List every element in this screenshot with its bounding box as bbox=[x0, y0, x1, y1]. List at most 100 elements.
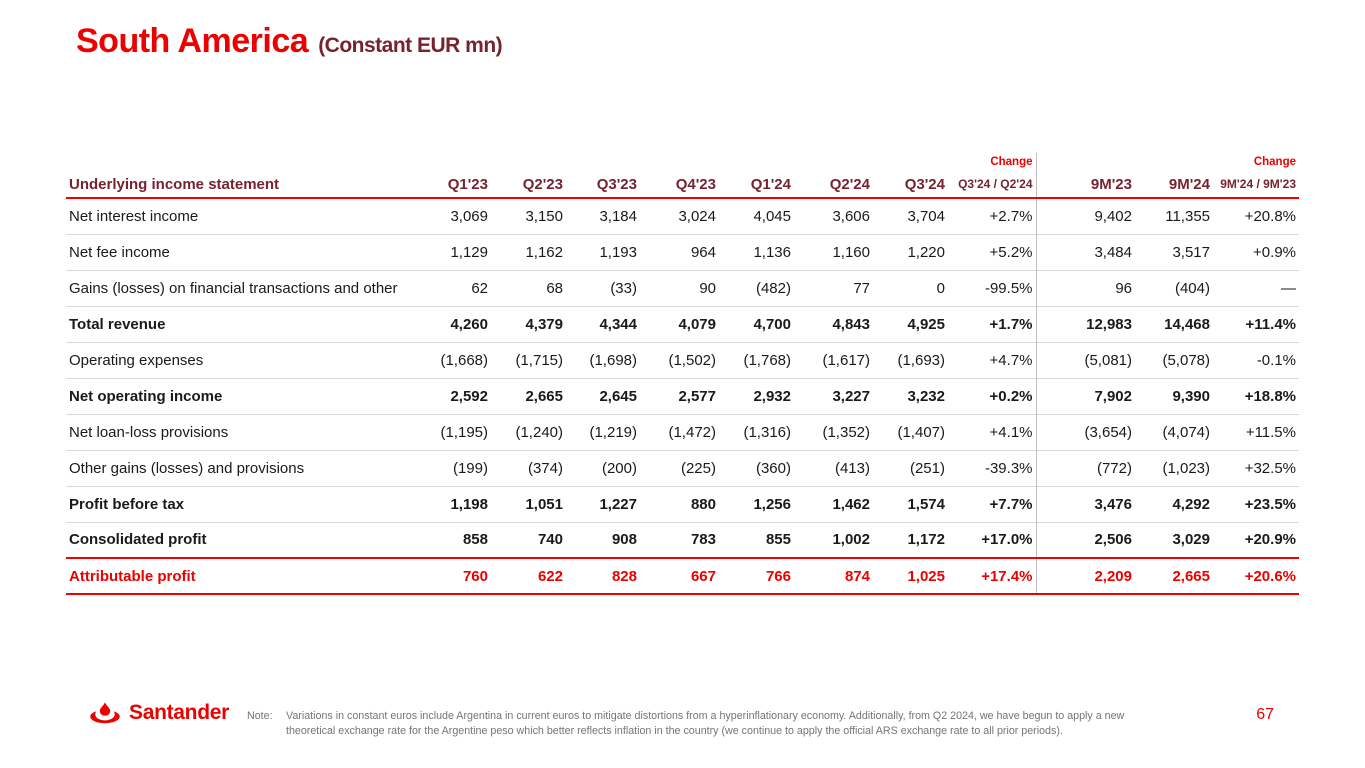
table-row: Consolidated profit 858 740 908 783 855 1,002 1… bbox=[66, 521, 1299, 558]
cell-value: 3,029 bbox=[1135, 521, 1213, 558]
column-header-quarter: Q3'24 bbox=[873, 171, 948, 199]
cell-value: 1,160 bbox=[794, 233, 873, 270]
cell-value: (200) bbox=[566, 449, 640, 486]
cell-value: 1,574 bbox=[873, 485, 948, 522]
column-header-quarter: Q3'23 bbox=[566, 171, 640, 199]
cell-value: +11.5% bbox=[1213, 413, 1299, 450]
cell-value: +0.9% bbox=[1213, 233, 1299, 270]
income-rows: Net interest income 3,069 3,150 3,184 3,024 4… bbox=[66, 198, 1299, 595]
cell-value: 1,051 bbox=[491, 485, 566, 522]
cell-value: (1,472) bbox=[640, 413, 719, 450]
cell-value: 4,260 bbox=[412, 305, 491, 342]
title-text: South America bbox=[76, 22, 309, 60]
cell-value: 1,462 bbox=[794, 485, 873, 522]
cell-value: +17.4% bbox=[948, 557, 1036, 595]
table-row: Profit before tax 1,198 1,051 1,227 880 1,256… bbox=[66, 485, 1299, 522]
income-statement-table: Change Change Underlying income statemen… bbox=[66, 153, 1299, 595]
footnote: Note: Variations in constant euros inclu… bbox=[247, 709, 1152, 739]
page-number: 67 bbox=[1256, 706, 1274, 723]
cell-value: 3,024 bbox=[678, 207, 716, 225]
cell-value: (1,617) bbox=[794, 341, 873, 378]
cell-value: 2,209 bbox=[1035, 557, 1135, 595]
cell-value: 3,476 bbox=[1035, 485, 1135, 522]
cell-value: 1,227 bbox=[566, 485, 640, 522]
cell-value: 4,379 bbox=[491, 305, 566, 342]
row-label: Profit before tax bbox=[66, 485, 412, 522]
table-row: Net fee income 1,129 1,162 1,193 964 1,136 1,1… bbox=[66, 233, 1299, 270]
column-header-change-q: Q3'24 / Q2'24 bbox=[948, 171, 1036, 199]
cell-value: (413) bbox=[794, 449, 873, 486]
cell-value: +4.7% bbox=[948, 341, 1036, 378]
cell-value: (4,074) bbox=[1135, 413, 1213, 450]
column-header-quarter: Q1'24 bbox=[719, 171, 794, 199]
cell-value: (1,195) bbox=[412, 413, 491, 450]
cell-value: 1,162 bbox=[491, 233, 566, 270]
cell-value: 2,665 bbox=[1135, 557, 1213, 595]
change-label-9m: Change bbox=[1253, 156, 1296, 168]
cell-value: +11.4% bbox=[1213, 305, 1299, 342]
cell-value: 2,665 bbox=[491, 377, 566, 414]
cell-value: +20.6% bbox=[1213, 557, 1299, 595]
change-label-quarter: Change bbox=[990, 156, 1033, 168]
cell-value: 740 bbox=[491, 521, 566, 558]
table-row: Total revenue 4,260 4,379 4,344 4,079 4,700 4,… bbox=[66, 305, 1299, 342]
cell-value: 1,193 bbox=[566, 233, 640, 270]
row-label: Total revenue bbox=[66, 305, 412, 342]
cell-value: 4,843 bbox=[794, 305, 873, 342]
cell-value: (360) bbox=[719, 449, 794, 486]
column-header-label: Underlying income statement bbox=[66, 171, 412, 199]
cell-value: +23.5% bbox=[1213, 485, 1299, 522]
cell-value: 2,645 bbox=[566, 377, 640, 414]
santander-flame-icon bbox=[90, 702, 120, 724]
row-label: Net fee income bbox=[66, 233, 412, 270]
cell-value: 9,390 bbox=[1135, 377, 1213, 414]
column-header-quarter: Q4'23 bbox=[640, 171, 719, 199]
cell-value: (772) bbox=[1035, 449, 1135, 486]
cell-value: 3,184 bbox=[599, 207, 637, 225]
cell-value: +20.8% bbox=[1244, 207, 1296, 225]
cell-value: 766 bbox=[719, 557, 794, 595]
cell-value: 4,925 bbox=[873, 305, 948, 342]
cell-value: 667 bbox=[640, 557, 719, 595]
cell-value: (1,698) bbox=[566, 341, 640, 378]
cell-value: +4.1% bbox=[948, 413, 1036, 450]
cell-value: +0.2% bbox=[948, 377, 1036, 414]
spacer bbox=[1035, 153, 1213, 171]
cell-value: 908 bbox=[566, 521, 640, 558]
cell-value: (251) bbox=[873, 449, 948, 486]
cell-value: (1,352) bbox=[794, 413, 873, 450]
cell-value: 760 bbox=[412, 557, 491, 595]
cell-value: 828 bbox=[566, 557, 640, 595]
column-header-quarter: Q1'23 bbox=[412, 171, 491, 199]
page-title: South America (Constant EUR mn) bbox=[76, 22, 503, 61]
cell-value: (404) bbox=[1135, 269, 1213, 306]
cell-value: 1,198 bbox=[412, 485, 491, 522]
cell-value: 1,129 bbox=[412, 233, 491, 270]
cell-value: (1,219) bbox=[566, 413, 640, 450]
cell-value: +18.8% bbox=[1213, 377, 1299, 414]
cell-value: 0 bbox=[873, 269, 948, 306]
cell-value: 12,983 bbox=[1035, 305, 1135, 342]
column-header-quarter: Q2'24 bbox=[794, 171, 873, 199]
cell-value: 874 bbox=[794, 557, 873, 595]
note-text: Variations in constant euros include Arg… bbox=[286, 710, 1125, 737]
cell-value: 2,592 bbox=[412, 377, 491, 414]
cell-value: -0.1% bbox=[1213, 341, 1299, 378]
cell-value: +5.2% bbox=[948, 233, 1036, 270]
table-row: Other gains (losses) and provisions (199)… bbox=[66, 449, 1299, 486]
cell-value: 68 bbox=[491, 269, 566, 306]
cell-value: (1,693) bbox=[873, 341, 948, 378]
cell-value: 1,220 bbox=[873, 233, 948, 270]
cell-value: (5,078) bbox=[1135, 341, 1213, 378]
cell-value: 3,227 bbox=[794, 377, 873, 414]
cell-value: (1,407) bbox=[873, 413, 948, 450]
cell-value: -39.3% bbox=[948, 449, 1036, 486]
row-label: Other gains (losses) and provisions bbox=[66, 449, 412, 486]
cell-value: (199) bbox=[412, 449, 491, 486]
cell-value: 4,344 bbox=[566, 305, 640, 342]
cell-value: (225) bbox=[640, 449, 719, 486]
cell-value: (1,715) bbox=[491, 341, 566, 378]
cell-value: 1,002 bbox=[794, 521, 873, 558]
column-header-period: 9M'24 bbox=[1135, 171, 1213, 199]
column-header-period: 9M'23 bbox=[1035, 171, 1135, 199]
